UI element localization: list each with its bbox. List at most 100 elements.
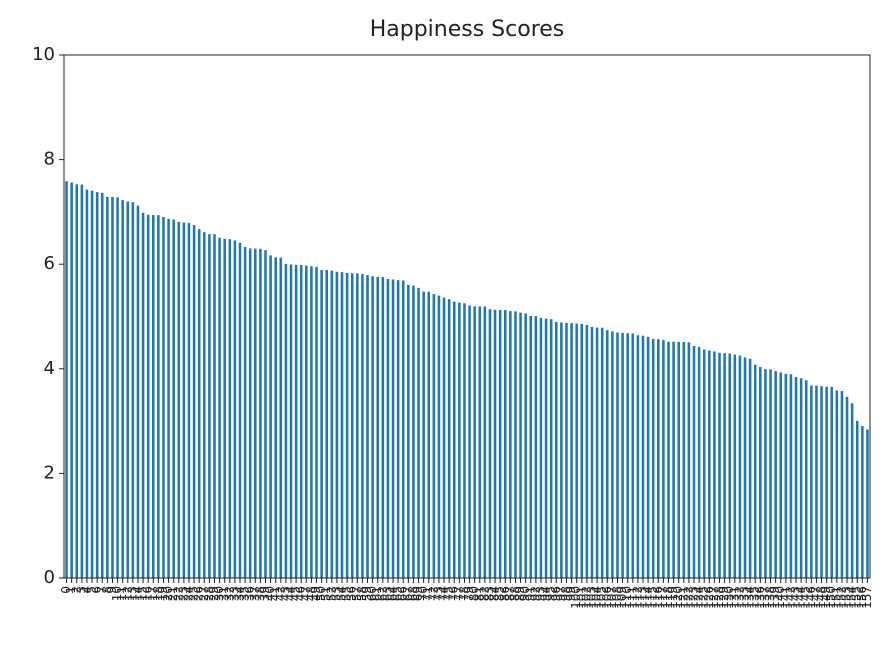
bar: [146, 214, 150, 579]
bar: [616, 332, 619, 578]
x-tick-label: 78: [457, 586, 471, 601]
bar: [810, 385, 813, 578]
bar: [585, 324, 589, 578]
y-tick-label: 4: [44, 358, 55, 379]
bar: [177, 221, 181, 578]
x-tick-label: 46: [294, 586, 308, 601]
bar: [192, 224, 196, 578]
x-tick-label: 105: [595, 586, 609, 609]
x-tick-label: 92: [528, 586, 542, 601]
x-tick-label: 148: [814, 586, 828, 609]
x-tick-label: 41: [268, 586, 282, 601]
x-tick-label: 128: [712, 586, 726, 609]
bar: [488, 309, 492, 578]
bar: [580, 323, 584, 578]
bar: [223, 238, 226, 578]
bar: [702, 349, 706, 578]
bar: [692, 345, 696, 578]
bar: [672, 341, 675, 578]
bar: [815, 385, 818, 578]
bar: [320, 269, 323, 578]
x-tick-label: 130: [722, 586, 736, 609]
bar: [646, 336, 650, 578]
bar: [728, 353, 731, 578]
x-tick-label: 99: [564, 586, 578, 601]
bar: [95, 192, 99, 578]
bar: [437, 295, 441, 578]
bar: [248, 248, 252, 578]
bar: [238, 242, 242, 578]
x-tick-label: 137: [758, 586, 772, 609]
bar: [794, 376, 798, 578]
bar: [315, 266, 318, 578]
x-tick-label: 22: [171, 586, 185, 601]
bar: [187, 223, 191, 578]
bar: [213, 234, 216, 578]
x-tick-label: 43: [278, 586, 292, 601]
bar: [713, 351, 716, 578]
bar: [789, 374, 793, 578]
x-tick-label: 63: [380, 586, 394, 601]
x-tick-label: 13: [125, 586, 139, 601]
bar: [447, 299, 451, 578]
chart-title: Happiness Scores: [370, 17, 565, 42]
x-tick-label: 55: [340, 586, 354, 601]
x-tick-label: 31: [217, 586, 231, 601]
bar: [70, 182, 73, 578]
bar: [657, 339, 660, 578]
bar: [733, 354, 737, 578]
x-tick-label: 24: [181, 586, 195, 601]
x-tick-label: 20: [161, 586, 175, 601]
x-tick-label: 155: [850, 586, 864, 609]
x-tick-label: 76: [447, 586, 461, 601]
bar: [407, 284, 410, 578]
x-tick-label: 0: [59, 586, 73, 594]
x-tick-label: 16: [141, 586, 155, 601]
bar: [718, 352, 721, 578]
bar: [391, 279, 395, 578]
x-tick-label: 56: [345, 586, 359, 601]
bar: [65, 181, 68, 579]
x-tick-label: 119: [666, 586, 680, 609]
bar: [284, 264, 288, 578]
x-tick-label: 19: [156, 586, 170, 601]
bar: [835, 390, 839, 578]
x-tick-label: 131: [727, 586, 741, 609]
x-tick-label: 59: [360, 586, 374, 601]
bar: [621, 332, 624, 578]
bar: [412, 285, 415, 578]
x-tick-label: 127: [707, 586, 721, 609]
x-tick-label: 106: [600, 586, 614, 609]
x-tick-label: 1: [64, 586, 78, 594]
x-tick-label: 4: [79, 586, 93, 594]
x-tick-label: 117: [656, 586, 670, 609]
x-tick-label: 101: [574, 586, 588, 609]
x-tick-label: 150: [824, 586, 838, 609]
bar: [141, 212, 145, 578]
bar: [432, 294, 436, 578]
bar: [463, 303, 466, 578]
bar: [784, 373, 788, 578]
bar: [570, 323, 573, 578]
bar: [600, 327, 604, 578]
x-tick-label: 69: [411, 586, 425, 601]
x-tick-label: 65: [391, 586, 405, 601]
bar: [769, 369, 772, 578]
bar: [126, 201, 130, 578]
bar: [498, 310, 502, 578]
x-tick-label: 50: [314, 586, 328, 601]
x-tick-label: 79: [462, 586, 476, 601]
x-tick-label: 132: [732, 586, 746, 609]
bar: [866, 429, 869, 578]
bar: [289, 264, 293, 578]
x-tick-label: 71: [421, 586, 435, 601]
x-tick-label: 109: [615, 586, 629, 609]
bar: [799, 378, 803, 578]
bar: [565, 322, 568, 578]
bar: [100, 192, 104, 578]
bar: [422, 291, 425, 578]
x-tick-label: 80: [467, 586, 481, 601]
x-tick-label: 133: [738, 586, 752, 609]
